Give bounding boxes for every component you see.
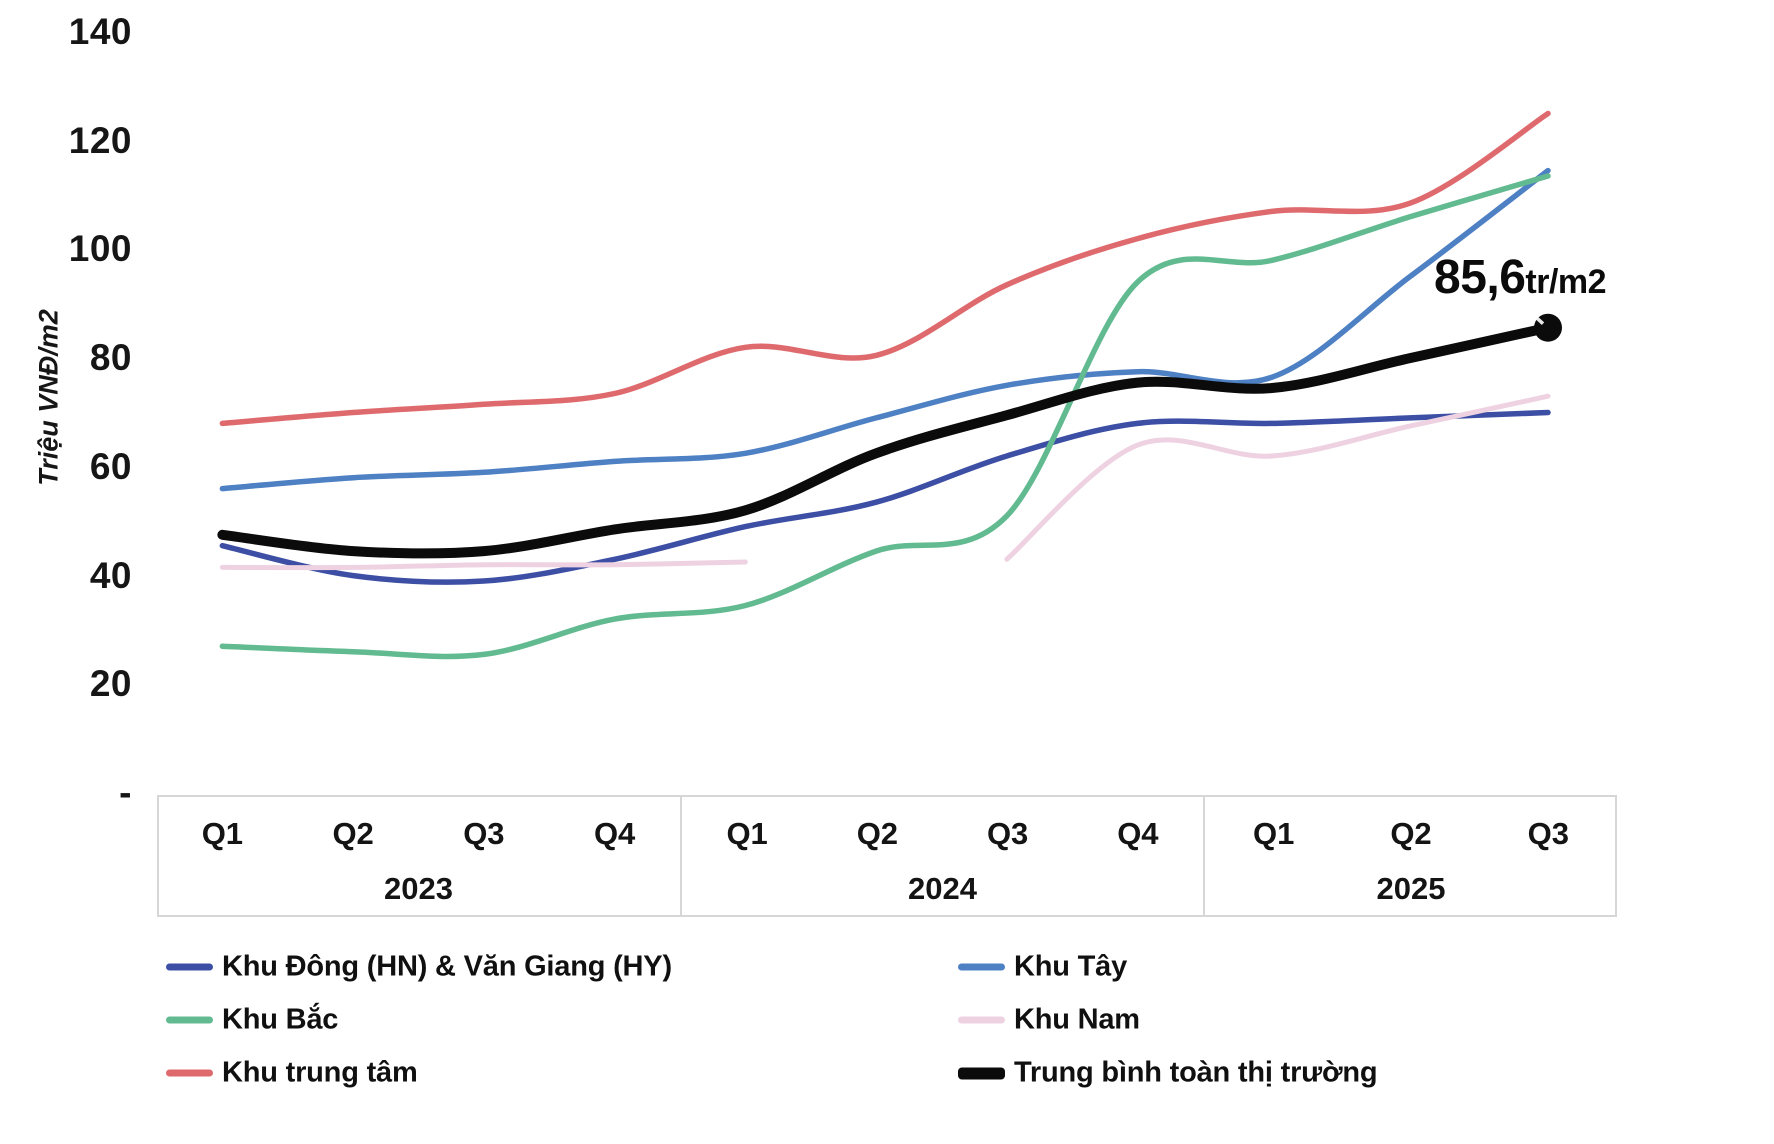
y-tick-20: 20 [89, 663, 132, 705]
quarter-label-2025-Q2: Q2 [1390, 816, 1432, 851]
year-cell-2023: Q1 Q2 Q3 Q4 2023 [157, 797, 680, 915]
y-tick-40: 40 [89, 554, 132, 596]
endpoint-annotation: 85,6tr/m2 [1434, 250, 1607, 305]
series-line-4 [219, 110, 1551, 427]
annotation-value: 85,6 [1434, 251, 1526, 304]
annotation-unit: tr/m2 [1525, 263, 1607, 301]
y-tick-0: - [119, 772, 132, 813]
y-tick-60: 60 [89, 445, 132, 487]
series-line-0 [219, 409, 1551, 585]
quarter-label-2025-Q1: Q1 [1252, 816, 1295, 851]
year-label-2024: 2024 [908, 871, 977, 906]
quarter-label-2024-Q2: Q2 [856, 816, 899, 851]
quarter-row-2024: Q1 Q2 Q3 Q4 [682, 818, 1203, 850]
quarter-label-2025-Q3: Q3 [1527, 816, 1569, 851]
series-line-3 [219, 559, 748, 571]
year-label-2025: 2025 [1376, 871, 1446, 906]
y-tick-80: 80 [89, 337, 132, 379]
year-cell-2025: Q1 Q2 Q3 2025 [1203, 797, 1617, 915]
quarter-label-2023-Q1: Q1 [201, 816, 244, 851]
series-line-2 [219, 173, 1551, 660]
y-tick-120: 120 [68, 119, 132, 161]
quarter-label-2023-Q3: Q3 [463, 816, 505, 851]
quarter-row-2025: Q1 Q2 Q3 [1205, 818, 1617, 850]
series-line-5 [217, 322, 1553, 559]
series-line-1 [219, 167, 1551, 492]
quarter-label-2024-Q4: Q4 [1117, 816, 1159, 851]
year-label-2023: 2023 [384, 871, 453, 906]
quarter-label-2024-Q1: Q1 [726, 816, 768, 851]
year-cell-2024: Q1 Q2 Q3 Q4 2024 [680, 797, 1203, 915]
x-axis-table: Q1 Q2 Q3 Q4 2023 Q1 Q2 Q3 Q4 2024 Q1 Q2 Q3 2025 [157, 795, 1617, 917]
y-tick-140: 140 [68, 11, 132, 52]
quarter-label-2023-Q4: Q4 [593, 816, 636, 851]
quarter-row-2023: Q1 Q2 Q3 Q4 [157, 818, 680, 850]
quarter-label-2024-Q3: Q3 [986, 816, 1029, 851]
endpoint-marker-highlight [1529, 311, 1545, 325]
y-tick-100: 100 [68, 228, 132, 270]
quarter-label-2023-Q2: Q2 [332, 816, 374, 851]
series-line-3 [1004, 393, 1551, 562]
